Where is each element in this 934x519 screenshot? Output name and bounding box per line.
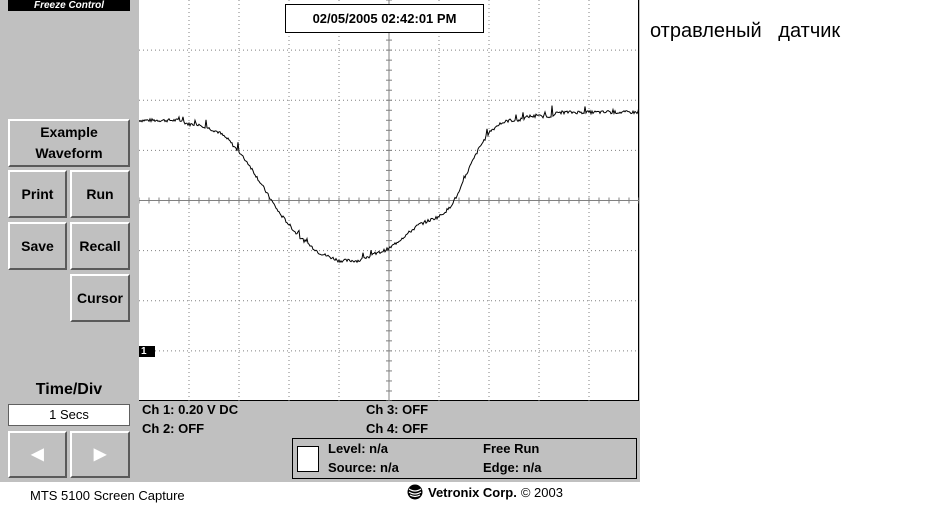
channel-1-trace — [139, 105, 639, 264]
vetronix-logo-icon — [407, 484, 423, 500]
trigger-level: Level: n/a — [328, 441, 388, 456]
run-button[interactable]: Run — [70, 170, 130, 218]
triangle-left-icon: ◀ — [31, 446, 44, 463]
print-label: Print — [21, 185, 54, 202]
waveform-display[interactable] — [139, 0, 639, 401]
ch3-status: Ch 3: OFF — [366, 402, 429, 417]
ch2-status: Ch 2: OFF — [142, 421, 205, 436]
save-button[interactable]: Save — [8, 222, 67, 270]
example-waveform-label: Example Waveform — [35, 124, 103, 161]
cursor-label: Cursor — [77, 289, 123, 306]
copyright-text: © 2003 — [520, 484, 563, 500]
trigger-source: Source: n/a — [328, 460, 399, 475]
triangle-right-icon: ▶ — [93, 446, 107, 463]
print-button[interactable]: Print — [8, 170, 67, 218]
scope-app: Freeze Control Example Waveform Print Ru… — [0, 0, 640, 482]
recall-label: Recall — [79, 237, 121, 254]
cursor-button[interactable]: Cursor — [70, 274, 130, 322]
footer-caption: MTS 5100 Screen Capture — [30, 488, 185, 503]
ch1-status: Ch 1: 0.20 V DC — [142, 402, 239, 417]
ch4-status: Ch 4: OFF — [366, 421, 429, 436]
run-label: Run — [86, 185, 114, 202]
time-div-value: 1 Secs — [8, 404, 130, 426]
save-label: Save — [21, 237, 54, 254]
recall-button[interactable]: Recall — [70, 222, 130, 270]
trigger-edge: Edge: n/a — [483, 460, 542, 475]
time-decrease-button[interactable]: ◀ — [8, 431, 67, 478]
annotation-text: отравленый датчик — [650, 20, 841, 42]
freeze-control-label[interactable]: Freeze Control — [8, 0, 130, 11]
time-div-label: Time/Div — [35, 381, 103, 398]
trigger-indicator — [297, 446, 319, 472]
trigger-panel — [292, 438, 637, 479]
waveform-plot — [139, 0, 639, 401]
vetronix-logo: Vetronix Corp. © 2003 — [406, 484, 563, 500]
timestamp-display: 02/05/2005 02:42:01 PM — [285, 4, 484, 33]
time-increase-button[interactable]: ▶ — [70, 431, 130, 478]
brand-name: Vetronix Corp. — [428, 484, 517, 500]
trigger-mode: Free Run — [483, 441, 540, 456]
example-waveform-button[interactable]: Example Waveform — [8, 119, 130, 167]
channel-1-marker[interactable]: 1 — [139, 346, 155, 357]
